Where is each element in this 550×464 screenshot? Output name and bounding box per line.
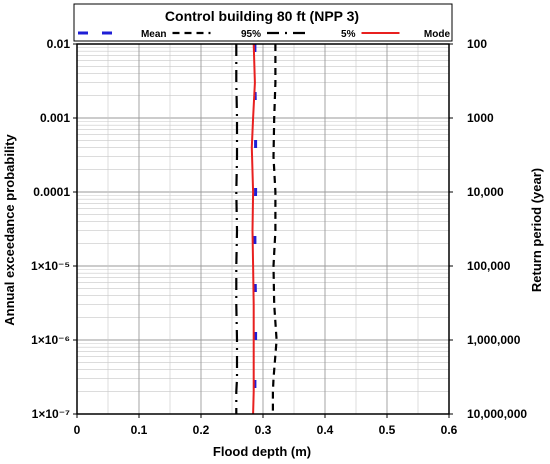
x-tick-label: 0.3 — [255, 423, 272, 437]
series-layer — [235, 43, 278, 415]
y-axis-title: Annual exceedance probability — [2, 134, 17, 326]
y-tick-label: 0.0001 — [33, 185, 70, 199]
series-line-5 — [235, 44, 239, 414]
y-tick-label: 1×10⁻⁶ — [31, 333, 70, 347]
y-right-tick-label: 1,000,000 — [467, 333, 521, 347]
legend-box — [73, 3, 453, 42]
series-line-mode — [250, 43, 256, 415]
legend-label: Mode — [424, 29, 451, 40]
y-tick-label: 0.001 — [40, 111, 70, 125]
chart-title: Control building 80 ft (NPP 3) — [165, 8, 359, 24]
legend-items: Mean 95% 5% Mode — [78, 29, 450, 40]
legend-label: 5% — [341, 29, 356, 40]
x-tick-label: 0.4 — [317, 423, 334, 437]
y-axis-right: 100 1000 10,000 100,000 1,000,000 10,000,000 — [449, 37, 527, 421]
x-tick-label: 0.5 — [379, 423, 396, 437]
y-right-tick-label: 10,000,000 — [467, 407, 527, 421]
y-right-tick-label: 10,000 — [467, 185, 504, 199]
y-tick-label: 1×10⁻⁷ — [32, 407, 70, 421]
y-right-tick-label: 100 — [467, 37, 487, 51]
x-tick-label: 0 — [74, 423, 81, 437]
legend: Control building 80 ft (NPP 3) Mean 95% 5%… — [73, 3, 453, 42]
x-axis-title: Flood depth (m) — [213, 444, 311, 459]
x-tick-label: 0.1 — [131, 423, 148, 437]
y-right-tick-label: 100,000 — [467, 259, 511, 273]
y-axis-right-title: Return period (year) — [529, 168, 544, 292]
legend-label: Mean — [141, 29, 167, 40]
y-axis-left: 0.01 0.001 0.0001 1×10⁻⁵ 1×10⁻⁶ 1×10⁻⁷ — [31, 37, 77, 421]
y-tick-label: 1×10⁻⁵ — [31, 259, 70, 273]
x-axis: 0 0.1 0.2 0.3 0.4 0.5 0.6 — [74, 414, 458, 437]
y-tick-label: 0.01 — [47, 37, 71, 51]
x-tick-label: 0.2 — [193, 423, 210, 437]
series-line-95 — [271, 44, 278, 414]
y-right-tick-label: 1000 — [467, 111, 494, 125]
x-tick-label: 0.6 — [441, 423, 458, 437]
legend-label: 95% — [241, 29, 261, 40]
